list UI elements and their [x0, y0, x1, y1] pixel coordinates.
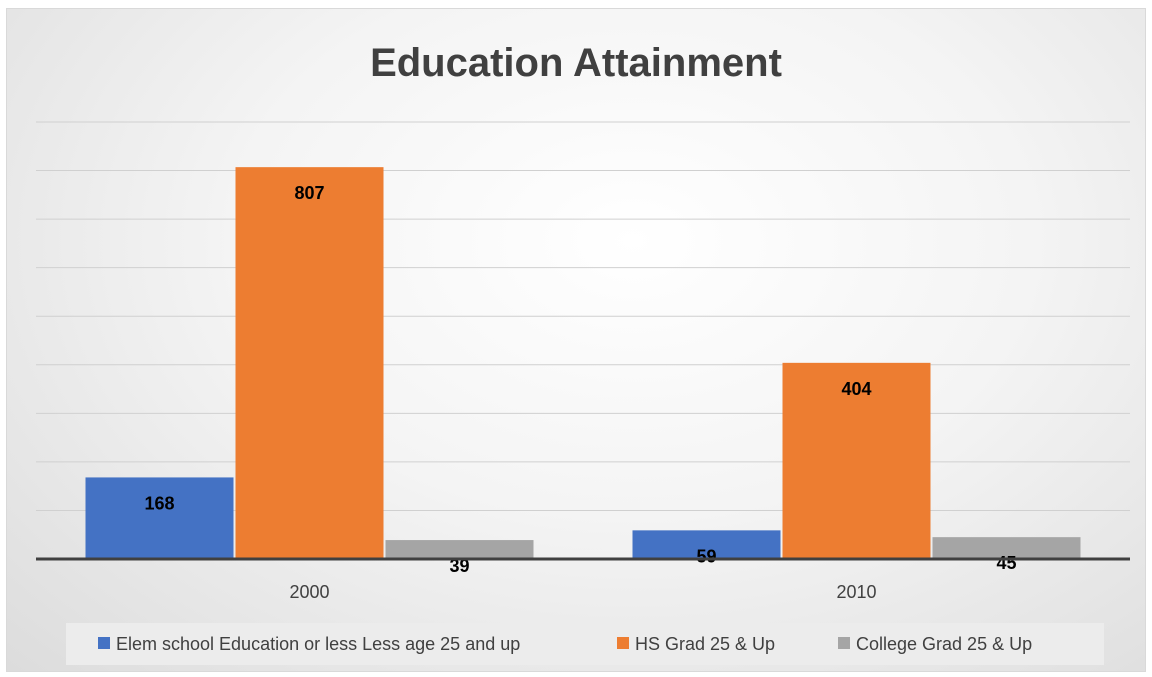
data-label: 45 [996, 553, 1016, 573]
legend: Elem school Education or less Less age 2… [66, 623, 1104, 665]
bar [782, 362, 931, 559]
data-labels: 168 807 39 59 404 45 [144, 183, 1016, 576]
x-axis-tick-labels: 2000 2010 [289, 582, 876, 602]
data-label: 59 [696, 546, 716, 566]
bar [385, 540, 534, 559]
data-label: 404 [841, 379, 871, 399]
legend-label: College Grad 25 & Up [856, 634, 1032, 654]
legend-swatch [98, 637, 110, 649]
legend-label: HS Grad 25 & Up [635, 634, 775, 654]
chart-area [6, 8, 1146, 672]
bar [632, 530, 781, 559]
x-tick-label: 2010 [836, 582, 876, 602]
bar [85, 477, 234, 559]
data-label: 168 [144, 493, 174, 513]
gridlines [36, 121, 1130, 511]
bar [235, 167, 384, 559]
legend-background [66, 623, 1104, 665]
x-tick-label: 2000 [289, 582, 329, 602]
data-label: 39 [449, 556, 469, 576]
legend-swatch [838, 637, 850, 649]
chart-title: Education Attainment [370, 41, 782, 85]
bars [85, 167, 1081, 559]
legend-swatch [617, 637, 629, 649]
bar [932, 537, 1081, 559]
data-label: 807 [294, 183, 324, 203]
legend-label: Elem school Education or less Less age 2… [116, 634, 520, 654]
